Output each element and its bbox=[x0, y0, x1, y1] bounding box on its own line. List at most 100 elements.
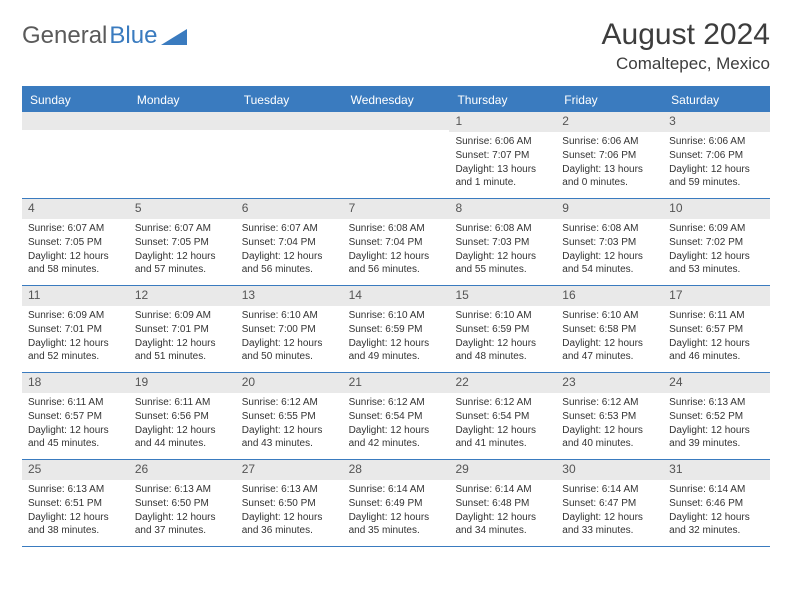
daylight-text: Daylight: 12 hours and 52 minutes. bbox=[28, 337, 123, 363]
day-number: 5 bbox=[129, 199, 236, 219]
day-number: 22 bbox=[449, 373, 556, 393]
sunset-text: Sunset: 6:47 PM bbox=[562, 497, 657, 510]
sunrise-text: Sunrise: 6:09 AM bbox=[28, 309, 123, 322]
sunset-text: Sunset: 6:54 PM bbox=[455, 410, 550, 423]
sunset-text: Sunset: 7:03 PM bbox=[562, 236, 657, 249]
day-header: Friday bbox=[556, 88, 663, 112]
sunset-text: Sunset: 7:05 PM bbox=[28, 236, 123, 249]
day-cell bbox=[22, 112, 129, 198]
day-number: 19 bbox=[129, 373, 236, 393]
sunrise-text: Sunrise: 6:14 AM bbox=[669, 483, 764, 496]
day-number: 15 bbox=[449, 286, 556, 306]
day-header: Wednesday bbox=[343, 88, 450, 112]
sunset-text: Sunset: 6:59 PM bbox=[349, 323, 444, 336]
sunrise-text: Sunrise: 6:11 AM bbox=[669, 309, 764, 322]
daylight-text: Daylight: 12 hours and 58 minutes. bbox=[28, 250, 123, 276]
day-header: Monday bbox=[129, 88, 236, 112]
day-cell: 29Sunrise: 6:14 AMSunset: 6:48 PMDayligh… bbox=[449, 460, 556, 546]
sunset-text: Sunset: 7:04 PM bbox=[349, 236, 444, 249]
daylight-text: Daylight: 12 hours and 40 minutes. bbox=[562, 424, 657, 450]
daylight-text: Daylight: 12 hours and 34 minutes. bbox=[455, 511, 550, 537]
sunrise-text: Sunrise: 6:06 AM bbox=[455, 135, 550, 148]
day-header-row: Sunday Monday Tuesday Wednesday Thursday… bbox=[22, 88, 770, 112]
day-cell: 28 Sunrise: 6:14 AMSunset: 6:49 PMDayligh… bbox=[343, 460, 450, 546]
daylight-text: Daylight: 12 hours and 42 minutes. bbox=[349, 424, 444, 450]
day-number: 14 bbox=[343, 286, 450, 306]
daylight-text: Daylight: 12 hours and 48 minutes. bbox=[455, 337, 550, 363]
daylight-text: Daylight: 12 hours and 45 minutes. bbox=[28, 424, 123, 450]
day-number: 1 bbox=[449, 112, 556, 132]
daylight-text: Daylight: 12 hours and 39 minutes. bbox=[669, 424, 764, 450]
calendar: Sunday Monday Tuesday Wednesday Thursday… bbox=[22, 86, 770, 547]
sunrise-text: Sunrise: 6:08 AM bbox=[562, 222, 657, 235]
sunset-text: Sunset: 7:06 PM bbox=[669, 149, 764, 162]
day-number: 29 bbox=[449, 460, 556, 480]
weeks-container: 1Sunrise: 6:06 AMSunset: 7:07 PMDaylight… bbox=[22, 112, 770, 547]
sunrise-text: Sunrise: 6:08 AM bbox=[349, 222, 444, 235]
day-cell: 1Sunrise: 6:06 AMSunset: 7:07 PMDaylight… bbox=[449, 112, 556, 198]
daylight-text: Daylight: 12 hours and 36 minutes. bbox=[242, 511, 337, 537]
sunrise-text: Sunrise: 6:10 AM bbox=[349, 309, 444, 322]
day-cell: 25Sunrise: 6:13 AMSunset: 6:51 PMDayligh… bbox=[22, 460, 129, 546]
month-title: August 2024 bbox=[602, 18, 770, 52]
sunrise-text: Sunrise: 6:14 AM bbox=[455, 483, 550, 496]
day-cell bbox=[236, 112, 343, 198]
day-cell: 13Sunrise: 6:10 AMSunset: 7:00 PMDayligh… bbox=[236, 286, 343, 372]
sunset-text: Sunset: 7:01 PM bbox=[28, 323, 123, 336]
sunrise-text: Sunrise: 6:13 AM bbox=[28, 483, 123, 496]
daylight-text: Daylight: 12 hours and 46 minutes. bbox=[669, 337, 764, 363]
sunset-text: Sunset: 6:58 PM bbox=[562, 323, 657, 336]
sunset-text: Sunset: 6:55 PM bbox=[242, 410, 337, 423]
sunrise-text: Sunrise: 6:12 AM bbox=[562, 396, 657, 409]
sunset-text: Sunset: 7:03 PM bbox=[455, 236, 550, 249]
day-number: 7 bbox=[343, 199, 450, 219]
day-number: 18 bbox=[22, 373, 129, 393]
sunrise-text: Sunrise: 6:07 AM bbox=[28, 222, 123, 235]
daylight-text: Daylight: 12 hours and 49 minutes. bbox=[349, 337, 444, 363]
location: Comaltepec, Mexico bbox=[602, 54, 770, 74]
title-block: August 2024 Comaltepec, Mexico bbox=[602, 18, 770, 74]
sunset-text: Sunset: 7:02 PM bbox=[669, 236, 764, 249]
sunrise-text: Sunrise: 6:10 AM bbox=[562, 309, 657, 322]
day-header: Sunday bbox=[22, 88, 129, 112]
sunrise-text: Sunrise: 6:12 AM bbox=[349, 396, 444, 409]
week-row: 1Sunrise: 6:06 AMSunset: 7:07 PMDaylight… bbox=[22, 112, 770, 199]
day-cell: 20Sunrise: 6:12 AMSunset: 6:55 PMDayligh… bbox=[236, 373, 343, 459]
sunset-text: Sunset: 7:05 PM bbox=[135, 236, 230, 249]
sunset-text: Sunset: 6:49 PM bbox=[349, 497, 444, 510]
sunrise-text: Sunrise: 6:14 AM bbox=[349, 483, 444, 496]
day-number: 21 bbox=[343, 373, 450, 393]
sunset-text: Sunset: 6:50 PM bbox=[135, 497, 230, 510]
sunset-text: Sunset: 6:52 PM bbox=[669, 410, 764, 423]
day-number: 6 bbox=[236, 199, 343, 219]
day-cell: 15 Sunrise: 6:10 AMSunset: 6:59 PMDayligh… bbox=[449, 286, 556, 372]
sunset-text: Sunset: 7:01 PM bbox=[135, 323, 230, 336]
daylight-text: Daylight: 12 hours and 33 minutes. bbox=[562, 511, 657, 537]
sunset-text: Sunset: 6:59 PM bbox=[455, 323, 550, 336]
week-row: 4Sunrise: 6:07 AMSunset: 7:05 PMDaylight… bbox=[22, 199, 770, 286]
daylight-text: Daylight: 12 hours and 35 minutes. bbox=[349, 511, 444, 537]
day-cell: 18Sunrise: 6:11 AMSunset: 6:57 PMDayligh… bbox=[22, 373, 129, 459]
week-row: 18Sunrise: 6:11 AMSunset: 6:57 PMDayligh… bbox=[22, 373, 770, 460]
header: GeneralBlue August 2024 Comaltepec, Mexi… bbox=[22, 18, 770, 74]
sunrise-text: Sunrise: 6:11 AM bbox=[135, 396, 230, 409]
sunrise-text: Sunrise: 6:12 AM bbox=[242, 396, 337, 409]
day-cell: 27Sunrise: 6:13 AMSunset: 6:50 PMDayligh… bbox=[236, 460, 343, 546]
day-number: 28 bbox=[343, 460, 450, 480]
day-cell: 23Sunrise: 6:12 AMSunset: 6:53 PMDayligh… bbox=[556, 373, 663, 459]
day-number: 16 bbox=[556, 286, 663, 306]
sunrise-text: Sunrise: 6:09 AM bbox=[135, 309, 230, 322]
daylight-text: Daylight: 12 hours and 32 minutes. bbox=[669, 511, 764, 537]
day-number: 26 bbox=[129, 460, 236, 480]
sunrise-text: Sunrise: 6:10 AM bbox=[455, 309, 550, 322]
daylight-text: Daylight: 12 hours and 53 minutes. bbox=[669, 250, 764, 276]
sunset-text: Sunset: 6:57 PM bbox=[669, 323, 764, 336]
sunset-text: Sunset: 6:50 PM bbox=[242, 497, 337, 510]
sunrise-text: Sunrise: 6:06 AM bbox=[669, 135, 764, 148]
day-number: 12 bbox=[129, 286, 236, 306]
day-cell: 21Sunrise: 6:12 AMSunset: 6:54 PMDayligh… bbox=[343, 373, 450, 459]
day-number bbox=[129, 112, 236, 130]
day-cell: 2Sunrise: 6:06 AMSunset: 7:06 PMDaylight… bbox=[556, 112, 663, 198]
day-number: 2 bbox=[556, 112, 663, 132]
day-number: 13 bbox=[236, 286, 343, 306]
